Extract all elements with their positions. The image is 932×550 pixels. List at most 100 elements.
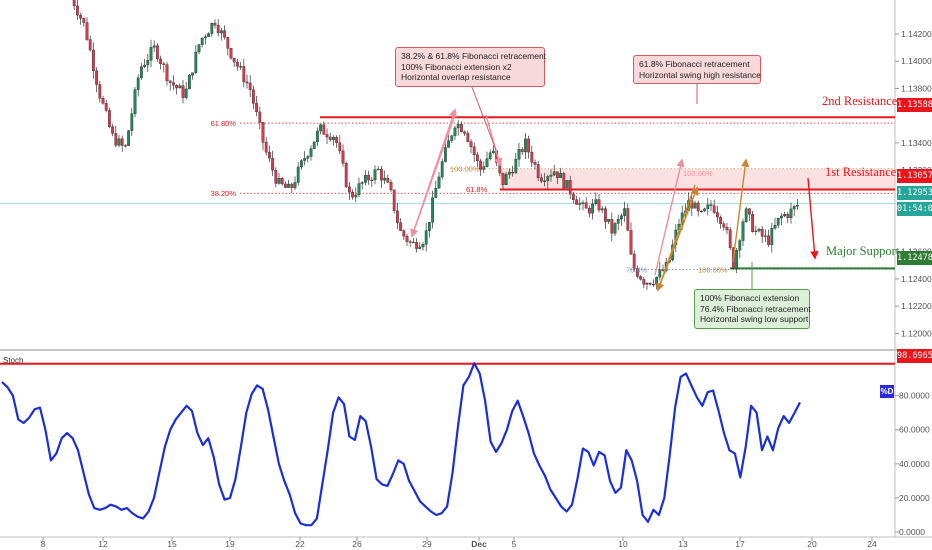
candle-body bbox=[536, 164, 540, 179]
candle-body bbox=[216, 24, 220, 34]
fib-label: 38.20% bbox=[211, 189, 237, 198]
candle-body bbox=[312, 141, 316, 149]
candle-body bbox=[226, 37, 230, 49]
candle-body bbox=[290, 183, 294, 188]
first-resistance-label: 1st Resistance bbox=[825, 165, 897, 179]
candle-body bbox=[792, 206, 796, 210]
candle-body bbox=[735, 250, 739, 269]
major-support-label: Major Support bbox=[826, 244, 900, 258]
candle-body bbox=[748, 208, 751, 215]
time-tick-label: 24 bbox=[867, 539, 877, 549]
candle-body bbox=[568, 180, 572, 195]
candle-body bbox=[456, 124, 460, 129]
price-tick-label: 1.12000 bbox=[901, 328, 932, 338]
annotation-line: 100% Fibonacci extension x2 bbox=[401, 61, 512, 72]
annotation-swing-high: 61.8% Fibonacci retracement Horizontal s… bbox=[633, 55, 761, 84]
fib-label: 100.00% bbox=[450, 165, 480, 174]
candle-body bbox=[380, 168, 383, 181]
candle-body bbox=[213, 23, 217, 26]
stoch-line bbox=[1, 362, 801, 527]
candle-body bbox=[399, 222, 402, 231]
time-tick-label: Dec bbox=[471, 539, 487, 549]
candle-body bbox=[533, 162, 537, 165]
candle-body bbox=[207, 33, 210, 37]
candle-body bbox=[728, 229, 732, 249]
candle-body bbox=[719, 216, 723, 224]
candle-body bbox=[434, 188, 438, 198]
candle-body bbox=[725, 227, 729, 231]
candle-body bbox=[229, 48, 233, 59]
stoch-d-badge[interactable]: %D bbox=[880, 385, 894, 398]
candle-body bbox=[139, 66, 143, 79]
candle-body bbox=[127, 130, 131, 146]
price-axis[interactable]: 1.142001.140001.138001.134001.132001.126… bbox=[895, 29, 932, 338]
candle-body bbox=[280, 178, 284, 185]
candle-body bbox=[219, 30, 223, 34]
candle-body bbox=[357, 183, 361, 196]
fib-arrow bbox=[654, 158, 685, 276]
candle-body bbox=[789, 208, 793, 218]
annotation-line: Horizontal swing high resistance bbox=[639, 69, 761, 80]
price-candles[interactable] bbox=[70, 0, 799, 290]
annotation-swing-low: 100% Fibonacci extension 76.4% Fibonacci… bbox=[694, 289, 811, 329]
stoch-plot[interactable] bbox=[0, 362, 895, 527]
candle-body bbox=[155, 45, 159, 60]
candle-body bbox=[783, 214, 787, 217]
candle-body bbox=[508, 171, 511, 175]
time-axis[interactable]: 8 12 15 19 22 26 29 Dec 5 10 13 17 20 24 bbox=[41, 537, 877, 549]
candle-body bbox=[396, 210, 399, 223]
candle-body bbox=[114, 133, 118, 146]
candle-body bbox=[203, 36, 207, 39]
candle-body bbox=[274, 170, 278, 184]
candle-body bbox=[405, 235, 409, 242]
candle-body bbox=[632, 253, 636, 269]
candle-body bbox=[658, 269, 662, 278]
candle-body bbox=[143, 64, 146, 67]
candle-body bbox=[408, 241, 412, 243]
fib-label: 100.00% bbox=[698, 265, 728, 274]
candle-body bbox=[636, 268, 639, 277]
candle-body bbox=[120, 138, 124, 146]
time-tick-label: 5 bbox=[512, 539, 517, 549]
major-support-price-tag: 1.12478 bbox=[897, 251, 932, 265]
candle-body bbox=[709, 204, 713, 206]
candle-body bbox=[661, 269, 665, 271]
candle-body bbox=[450, 135, 454, 141]
candle-body bbox=[133, 89, 137, 114]
candle-body bbox=[604, 208, 607, 222]
candle-body bbox=[444, 147, 447, 162]
candle-body bbox=[187, 75, 191, 90]
candle-body bbox=[296, 166, 300, 183]
fib-arrow bbox=[485, 114, 503, 167]
candle-body bbox=[773, 224, 777, 229]
price-tick-label: 1.13800 bbox=[901, 83, 932, 93]
candle-body bbox=[552, 171, 556, 176]
candle-body bbox=[610, 219, 614, 234]
fib-arrow bbox=[657, 186, 699, 291]
candle-body bbox=[520, 149, 524, 153]
candle-body bbox=[696, 202, 700, 212]
current-price-tag: 1.12953 bbox=[897, 186, 932, 200]
candle-body bbox=[184, 88, 188, 98]
stoch-tick-label: 20.0000 bbox=[899, 493, 930, 503]
candle-body bbox=[623, 208, 627, 217]
candle-body bbox=[104, 103, 108, 111]
candle-body bbox=[85, 22, 89, 40]
candle-body bbox=[354, 194, 358, 198]
candle-body bbox=[251, 89, 255, 104]
candle-body bbox=[607, 219, 611, 222]
candle-body bbox=[328, 136, 332, 140]
candle-body bbox=[303, 158, 306, 161]
candle-body bbox=[767, 235, 771, 245]
annotation-overlap-resistance: 38.2% & 61.8% Fibonacci retracement 100%… bbox=[395, 47, 546, 87]
candle-body bbox=[645, 282, 649, 285]
stoch-level-tag: 98.6965 bbox=[897, 349, 932, 363]
candle-body bbox=[412, 241, 415, 244]
first-resistance-price-tag: 1.13057 bbox=[897, 169, 932, 183]
drawing-tools[interactable] bbox=[410, 81, 819, 292]
candle-body bbox=[616, 218, 620, 224]
candle-body bbox=[107, 110, 111, 127]
candle-body bbox=[693, 202, 697, 209]
candle-body bbox=[584, 202, 588, 209]
candle-body bbox=[181, 85, 185, 98]
